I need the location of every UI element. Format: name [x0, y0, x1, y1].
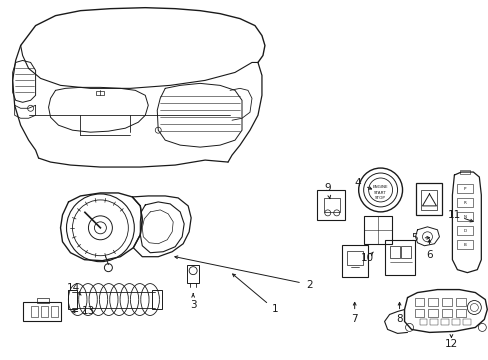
Text: 11: 11: [447, 210, 460, 220]
Bar: [451, 319, 459, 325]
Bar: [442, 298, 451, 306]
Text: STOP: STOP: [374, 196, 385, 200]
Text: 2: 2: [306, 280, 312, 289]
Bar: [442, 310, 451, 318]
Bar: [441, 319, 448, 325]
Bar: [187, 265, 199, 283]
Text: B: B: [463, 243, 466, 247]
Bar: [455, 298, 466, 306]
Bar: [419, 319, 427, 325]
Bar: [463, 319, 470, 325]
Bar: [152, 289, 162, 310]
Bar: [389, 246, 399, 258]
Bar: [414, 298, 424, 306]
Bar: [415, 183, 442, 215]
Bar: [456, 226, 472, 235]
Bar: [421, 190, 437, 210]
Bar: [363, 216, 391, 244]
Text: 14: 14: [67, 283, 80, 293]
Bar: [456, 240, 472, 249]
Bar: [22, 302, 61, 321]
Bar: [31, 306, 38, 318]
Text: 1: 1: [271, 305, 278, 315]
Bar: [427, 310, 438, 318]
Bar: [455, 310, 466, 318]
Bar: [459, 170, 469, 174]
Text: P: P: [463, 187, 466, 191]
Bar: [67, 289, 77, 310]
Text: 13: 13: [81, 306, 95, 316]
Bar: [427, 298, 438, 306]
Text: 10: 10: [360, 253, 373, 263]
Bar: [41, 306, 47, 318]
Text: 9: 9: [324, 183, 330, 193]
Bar: [400, 246, 410, 258]
Bar: [37, 298, 48, 302]
Text: ENGINE: ENGINE: [372, 185, 387, 189]
Bar: [414, 310, 424, 318]
Text: 12: 12: [444, 339, 457, 349]
Text: 8: 8: [395, 314, 402, 324]
Bar: [456, 184, 472, 193]
Text: R: R: [463, 201, 466, 205]
Bar: [429, 319, 438, 325]
Text: 6: 6: [425, 250, 432, 260]
Bar: [50, 306, 58, 318]
Bar: [384, 240, 414, 275]
Text: 3: 3: [189, 300, 196, 310]
Bar: [323, 198, 339, 212]
Bar: [316, 190, 344, 220]
Text: START: START: [373, 191, 386, 195]
Bar: [341, 245, 367, 276]
Text: D: D: [463, 229, 466, 233]
Bar: [346, 251, 362, 265]
Text: N: N: [463, 215, 466, 219]
Text: 5: 5: [410, 233, 417, 243]
Bar: [456, 212, 472, 221]
Bar: [96, 91, 104, 95]
Bar: [456, 198, 472, 207]
Text: 7: 7: [351, 314, 357, 324]
Text: 4: 4: [354, 178, 360, 188]
